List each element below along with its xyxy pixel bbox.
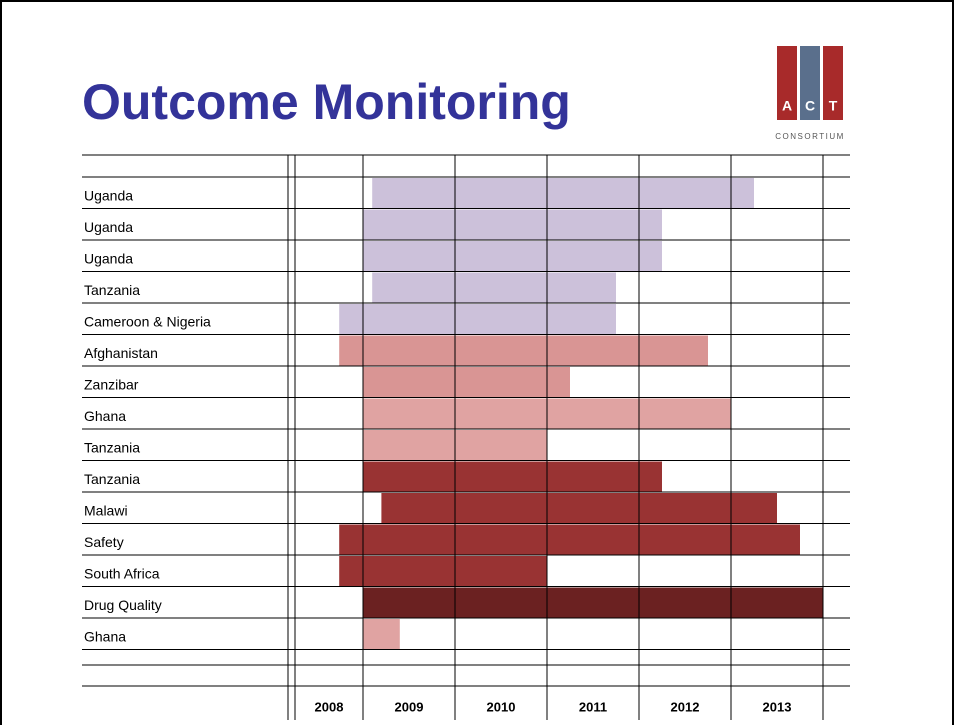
bar <box>363 619 400 650</box>
x-tick-label: 2010 <box>487 699 516 714</box>
row-label: Uganda <box>84 219 133 235</box>
row-label: Afghanistan <box>84 345 158 361</box>
row-label: Uganda <box>84 188 133 204</box>
bar <box>363 241 662 272</box>
chart-title: Outcome Monitoring <box>82 74 571 130</box>
bar <box>372 273 616 304</box>
bar <box>363 210 662 241</box>
row-label: Drug Quality <box>84 597 162 613</box>
row-label: Tanzania <box>84 471 140 487</box>
bar <box>339 304 616 335</box>
row-label: Ghana <box>84 408 126 424</box>
row-label: Ghana <box>84 629 126 645</box>
bar <box>363 367 570 398</box>
x-tick-label: 2008 <box>315 699 344 714</box>
row-label: Zanzibar <box>84 377 139 393</box>
logo-letter: A <box>782 98 792 114</box>
bar <box>363 588 823 619</box>
bar <box>339 556 547 587</box>
row-label: Cameroon & Nigeria <box>84 314 211 330</box>
bar <box>372 178 754 209</box>
bar <box>381 493 777 524</box>
slide: Outcome Monitoring A C T CONSORTIUM Ugan… <box>0 0 954 725</box>
x-tick-label: 2009 <box>395 699 424 714</box>
x-tick-label: 2012 <box>671 699 700 714</box>
x-tick-label: 2013 <box>763 699 792 714</box>
bar <box>363 462 662 493</box>
row-label: Tanzania <box>84 282 140 298</box>
x-tick-label: 2011 <box>579 699 607 714</box>
bar <box>339 336 708 367</box>
logo-text: CONSORTIUM <box>775 132 845 141</box>
row-label: South Africa <box>84 566 160 582</box>
row-label: Malawi <box>84 503 128 519</box>
logo-letter: T <box>829 98 838 114</box>
row-label: Tanzania <box>84 440 140 456</box>
row-label: Uganda <box>84 251 133 267</box>
row-label: Safety <box>84 534 124 550</box>
logo-letter: C <box>805 98 815 114</box>
